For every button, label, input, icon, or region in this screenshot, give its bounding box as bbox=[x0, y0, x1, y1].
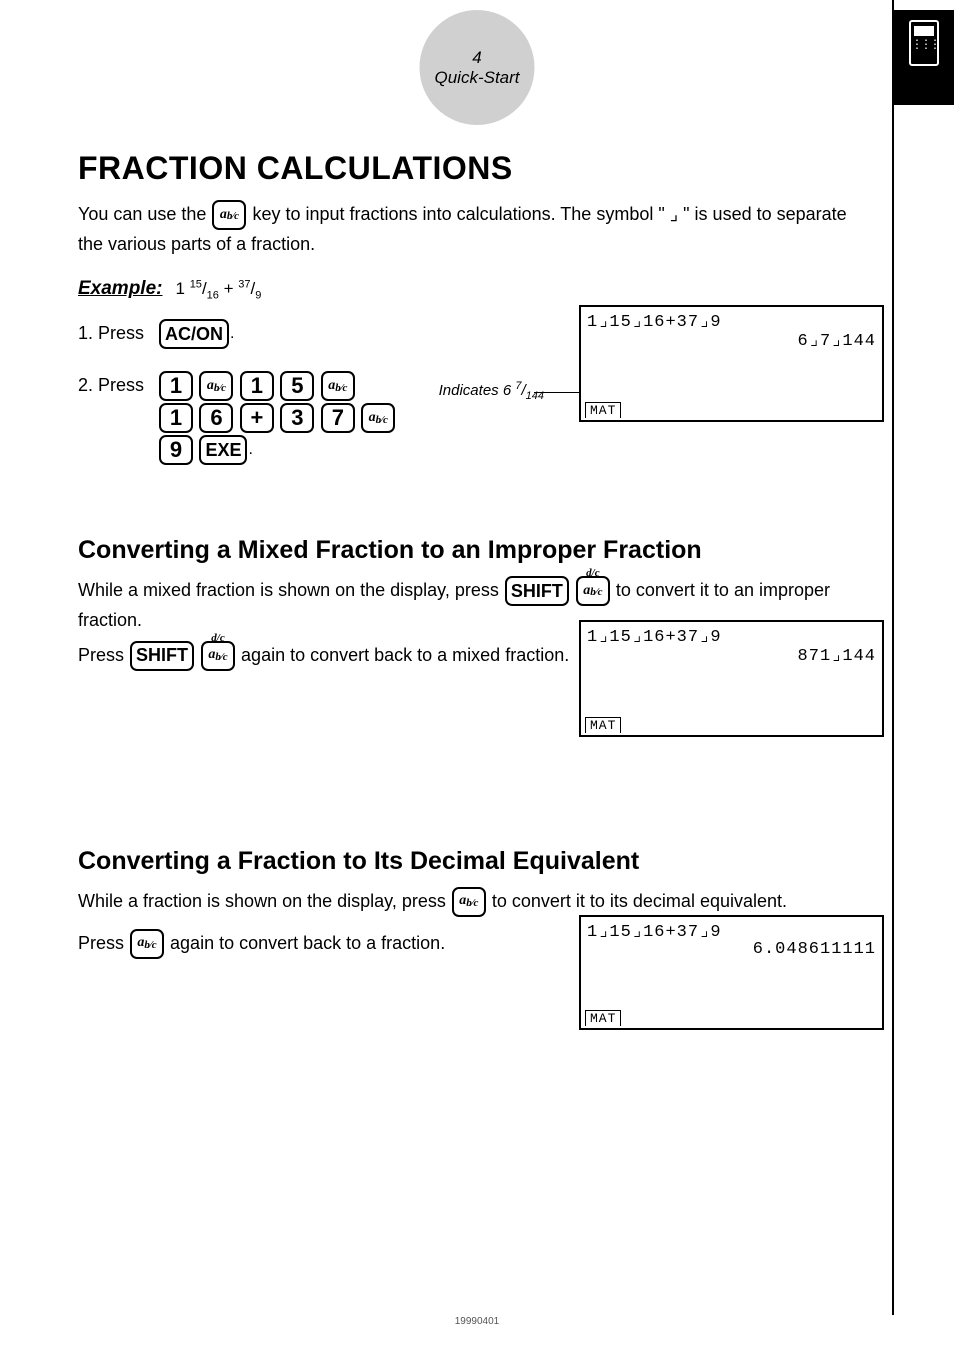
decimal-text-2b: again to convert back to a fraction. bbox=[170, 932, 445, 952]
step-2-keys: 1 1 5 1 6 + 3 7 9 EXE. bbox=[158, 370, 396, 466]
example-line: Example: 1 15/16 + 37/9 bbox=[78, 275, 864, 304]
dc-label: d/c bbox=[586, 566, 599, 582]
fraction-key-icon: d/c bbox=[576, 576, 610, 606]
example-label: Example: bbox=[78, 278, 162, 299]
decimal-para-1: While a fraction is shown on the display… bbox=[78, 886, 864, 918]
key-3: 3 bbox=[280, 403, 314, 433]
key-1: 1 bbox=[240, 371, 274, 401]
key-6: 6 bbox=[199, 403, 233, 433]
fraction-key-icon bbox=[321, 371, 355, 401]
section-tab bbox=[894, 10, 954, 105]
fraction-key-icon: d/c bbox=[201, 641, 235, 671]
decimal-text-1b: to convert it to its decimal equivalent. bbox=[492, 890, 787, 910]
step-1-period: . bbox=[230, 326, 234, 343]
display-result: 6.048611111 bbox=[587, 940, 876, 959]
calculator-icon bbox=[909, 20, 939, 66]
display-input: 1⌟15⌟16+37⌟9 bbox=[587, 626, 876, 647]
decimal-heading: Converting a Fraction to Its Decimal Equ… bbox=[78, 847, 864, 876]
key-row-2: 1 6 + 3 7 bbox=[158, 402, 396, 434]
key-9: 9 bbox=[159, 435, 193, 465]
indicates-label: Indicates 6 7/144 bbox=[439, 380, 544, 402]
step-2-period: . bbox=[248, 442, 252, 459]
improper-heading: Converting a Mixed Fraction to an Improp… bbox=[78, 536, 864, 565]
ac-on-key: AC/ON bbox=[159, 319, 229, 349]
connector-line bbox=[534, 392, 584, 393]
exe-key: EXE bbox=[199, 435, 247, 465]
mat-indicator: MAT bbox=[585, 402, 621, 418]
mat-indicator: MAT bbox=[585, 717, 621, 733]
example-expression: 1 15/16 + 37/9 bbox=[176, 279, 262, 298]
dc-label: d/c bbox=[211, 631, 224, 647]
fraction-key-icon bbox=[199, 371, 233, 401]
section-name: Quick-Start bbox=[434, 68, 519, 88]
page-border bbox=[892, 0, 894, 1315]
calc-display-3: 1⌟15⌟16+37⌟9 6.048611111 MAT bbox=[579, 915, 884, 1030]
display-input: 1⌟15⌟16+37⌟9 bbox=[587, 921, 876, 942]
display-result: 6⌟7⌟144 bbox=[587, 330, 876, 351]
fraction-key-icon bbox=[361, 403, 395, 433]
page-content: FRACTION CALCULATIONS You can use the ke… bbox=[78, 150, 864, 960]
page-number: 4 bbox=[472, 48, 481, 68]
decimal-text-2a: Press bbox=[78, 932, 129, 952]
key-5: 5 bbox=[280, 371, 314, 401]
display-result: 871⌟144 bbox=[587, 645, 876, 666]
key-row-3: 9 EXE. bbox=[158, 434, 396, 466]
key-1: 1 bbox=[159, 403, 193, 433]
improper-text-2a: Press bbox=[78, 644, 129, 664]
shift-key: SHIFT bbox=[505, 576, 569, 606]
improper-text-1a: While a mixed fraction is shown on the d… bbox=[78, 580, 504, 600]
key-plus: + bbox=[240, 403, 274, 433]
shift-key: SHIFT bbox=[130, 641, 194, 671]
page-title: FRACTION CALCULATIONS bbox=[78, 150, 864, 187]
decimal-text-1a: While a fraction is shown on the display… bbox=[78, 890, 451, 910]
key-row-1: 1 1 5 bbox=[158, 370, 396, 402]
fraction-key-icon bbox=[130, 929, 164, 959]
fraction-key-icon bbox=[212, 200, 246, 230]
key-1: 1 bbox=[159, 371, 193, 401]
step-1-label: 1. Press bbox=[78, 318, 158, 344]
intro-paragraph: You can use the key to input fractions i… bbox=[78, 199, 864, 257]
mat-indicator: MAT bbox=[585, 1010, 621, 1026]
step-2-label: 2. Press bbox=[78, 370, 158, 396]
fraction-key-icon bbox=[452, 887, 486, 917]
improper-text-2b: again to convert back to a mixed fractio… bbox=[241, 644, 569, 664]
calc-display-2: 1⌟15⌟16+37⌟9 871⌟144 MAT bbox=[579, 620, 884, 737]
calc-display-1: 1⌟15⌟16+37⌟9 6⌟7⌟144 MAT bbox=[579, 305, 884, 422]
footer-number: 19990401 bbox=[455, 1316, 500, 1327]
step-1-keys: AC/ON. bbox=[158, 318, 234, 350]
intro-text-1: You can use the bbox=[78, 204, 211, 224]
display-input: 1⌟15⌟16+37⌟9 bbox=[587, 311, 876, 332]
page-header-circle: 4 Quick-Start bbox=[420, 10, 535, 125]
key-7: 7 bbox=[321, 403, 355, 433]
